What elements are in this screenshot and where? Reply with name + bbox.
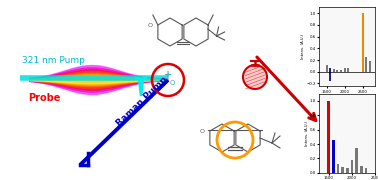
Bar — [333, 69, 335, 72]
Bar — [340, 70, 342, 72]
Bar — [366, 57, 367, 72]
Text: O: O — [148, 23, 153, 28]
Bar — [365, 168, 367, 173]
Polygon shape — [30, 68, 168, 92]
Polygon shape — [30, 75, 168, 85]
Bar — [325, 65, 328, 72]
Polygon shape — [30, 71, 168, 89]
Bar — [360, 166, 363, 173]
Y-axis label: Intens. (A.U.): Intens. (A.U.) — [301, 34, 305, 59]
Polygon shape — [30, 73, 168, 87]
Circle shape — [243, 65, 267, 89]
Text: O: O — [170, 80, 175, 86]
Bar — [351, 160, 353, 173]
Bar — [329, 68, 331, 72]
Y-axis label: Intens. (A.U.): Intens. (A.U.) — [305, 121, 308, 146]
Bar — [355, 148, 358, 173]
Text: +: + — [164, 70, 172, 80]
Bar — [341, 167, 344, 173]
Text: 321 nm Pump: 321 nm Pump — [22, 56, 85, 65]
Bar — [332, 140, 335, 173]
Bar — [337, 164, 339, 173]
Bar — [327, 101, 330, 173]
Polygon shape — [30, 66, 168, 94]
Bar — [336, 70, 338, 72]
Bar — [346, 168, 349, 173]
Polygon shape — [30, 76, 168, 84]
Bar — [362, 13, 364, 72]
Text: O: O — [200, 129, 205, 134]
Bar — [344, 68, 345, 72]
Polygon shape — [30, 70, 168, 90]
Bar — [369, 61, 371, 72]
Text: Probe: Probe — [28, 93, 60, 103]
Bar — [329, 72, 331, 80]
X-axis label: Raman Shift (cm⁻¹): Raman Shift (cm⁻¹) — [328, 95, 366, 99]
Text: Raman Pump: Raman Pump — [115, 75, 169, 128]
Bar — [347, 68, 349, 72]
